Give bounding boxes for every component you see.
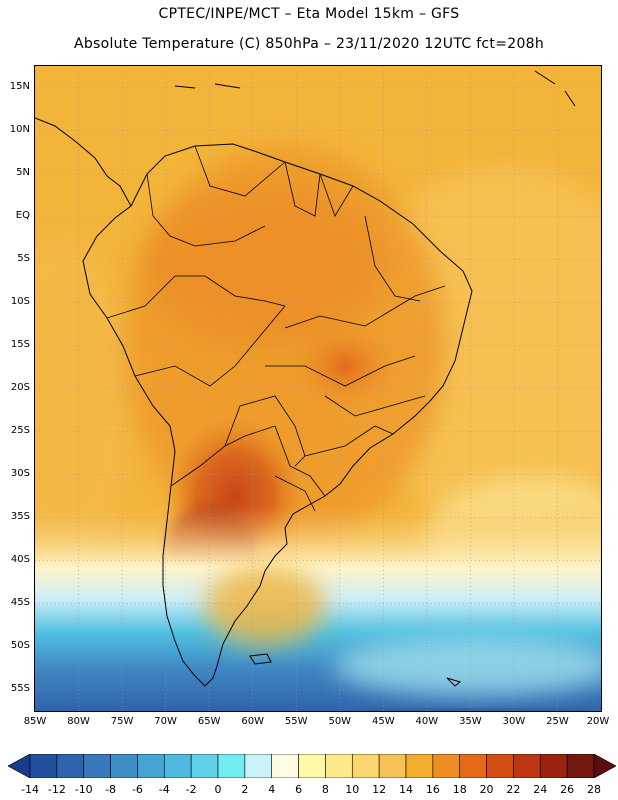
pacific-warm-band (35, 236, 135, 556)
caribbean-islands (174, 70, 576, 107)
colorbar-max-triangle (593, 754, 616, 778)
colorbar-tick-label: 22 (506, 783, 521, 796)
colorbar-swatch (351, 754, 380, 778)
colorbar-swatch (378, 754, 407, 778)
colorbar-swatch (137, 754, 165, 778)
longitude-tick-label: 70W (154, 716, 177, 727)
map-title-line-1: CPTEC/INPE/MCT – Eta Model 15km – GFS (158, 6, 460, 22)
colorbar-tick-label: -2 (185, 783, 197, 796)
central-brazil-hot-area (285, 316, 405, 416)
colorbar-tick-label: -4 (158, 783, 170, 796)
latitude-tick-label: 10N (9, 123, 30, 135)
colorbar-tick-label: 14 (399, 783, 413, 796)
latitude-tick-label: 5N (16, 166, 30, 178)
patagonia-warm-tongue (205, 566, 325, 646)
colorbar-tick-label: 2 (241, 783, 249, 796)
colorbar-tick-label: 28 (587, 783, 601, 796)
latitude-tick-label: 15N (9, 80, 30, 92)
longitude-tick-label: 25W (546, 716, 569, 727)
latitude-tick-label: 25S (10, 424, 30, 436)
longitude-tick-label: 85W (23, 716, 47, 727)
latitude-tick-label: 50S (10, 639, 30, 651)
colorbar-tick-label: 10 (345, 783, 360, 796)
colorbar-swatch (432, 754, 461, 778)
longitude-tick-label: 60W (241, 716, 264, 727)
longitude-tick-label: 45W (371, 716, 395, 727)
colorbar-swatch (244, 754, 273, 778)
latitude-tick-label: 40S (10, 553, 30, 565)
amazon-warm-area (145, 186, 385, 346)
latitude-tick-label: 30S (10, 467, 30, 479)
colorbar-tick-label: 12 (372, 783, 387, 796)
longitude-tick-label: 40W (415, 716, 439, 727)
colorbar-swatch (163, 754, 192, 778)
colorbar-swatch (405, 754, 434, 778)
colorbar-min-triangle (8, 754, 31, 778)
colorbar-tick-label: -12 (47, 783, 66, 796)
latitude-tick-label: EQ (15, 209, 30, 221)
colorbar-swatch (539, 754, 568, 778)
colorbar-tick-label: 4 (268, 783, 276, 796)
longitude-tick-label: 20W (586, 716, 610, 727)
colorbar-swatch (298, 754, 326, 778)
colorbar-swatch (29, 754, 58, 778)
longitude-tick-label: 55W (284, 716, 308, 727)
colorbar (8, 754, 616, 778)
latitude-tick-label: 15S (10, 338, 30, 350)
longitude-tick-label: 75W (110, 716, 134, 727)
colorbar-tick-label: 24 (533, 783, 548, 796)
south-atlantic-cool-tongue (335, 636, 601, 696)
longitude-tick-label: 80W (67, 716, 90, 727)
colorbar-swatch (56, 754, 85, 778)
colorbar-swatch (190, 754, 219, 778)
latitude-tick-label: 10S (10, 295, 30, 307)
central-america-coastline (35, 117, 132, 207)
colorbar-swatch (325, 754, 353, 778)
longitude-tick-label: 35W (459, 716, 482, 727)
colorbar-swatch (486, 754, 514, 778)
colorbar-tick-label: -10 (74, 783, 93, 796)
latitude-tick-label: 55S (10, 682, 30, 694)
colorbar-tick-label: 18 (452, 783, 467, 796)
colorbar-tick-label: -8 (105, 783, 117, 796)
colorbar-swatch (217, 754, 246, 778)
colorbar-tick-label: -6 (131, 783, 143, 796)
colorbar-swatch (513, 754, 541, 778)
longitude-tick-label: 30W (502, 716, 526, 727)
colorbar-swatch (271, 754, 299, 778)
south-georgia-island (446, 677, 462, 687)
latitude-tick-label: 5S (17, 252, 30, 264)
country-borders (106, 145, 446, 512)
colorbar-tick-label: 26 (560, 783, 575, 796)
colorbar-swatch (83, 754, 111, 778)
colorbar-swatch (110, 754, 138, 778)
colorbar-tick-label: 0 (214, 783, 222, 796)
colorbar-tick-label: 6 (295, 783, 303, 796)
longitude-tick-label: 65W (197, 716, 221, 727)
falkland-islands (249, 653, 272, 665)
colorbar-swatch (459, 754, 487, 778)
south-america-coastline (82, 143, 473, 687)
latitude-tick-label: 35S (10, 510, 30, 522)
colorbar-swatch (566, 754, 595, 778)
temperature-map-svg (35, 66, 601, 711)
latitude-tick-label: 20S (10, 381, 30, 393)
longitude-tick-label: 50W (328, 716, 352, 727)
colorbar-tick-label: 16 (425, 783, 440, 796)
latitude-tick-label: 45S (10, 596, 30, 608)
colorbar-tick-label: 20 (479, 783, 494, 796)
map-title-line-2: Absolute Temperature (C) 850hPa – 23/11/… (73, 36, 545, 52)
colorbar-tick-label: 8 (321, 783, 329, 796)
colorbar-tick-label: -14 (21, 783, 39, 796)
temperature-map (34, 65, 602, 712)
